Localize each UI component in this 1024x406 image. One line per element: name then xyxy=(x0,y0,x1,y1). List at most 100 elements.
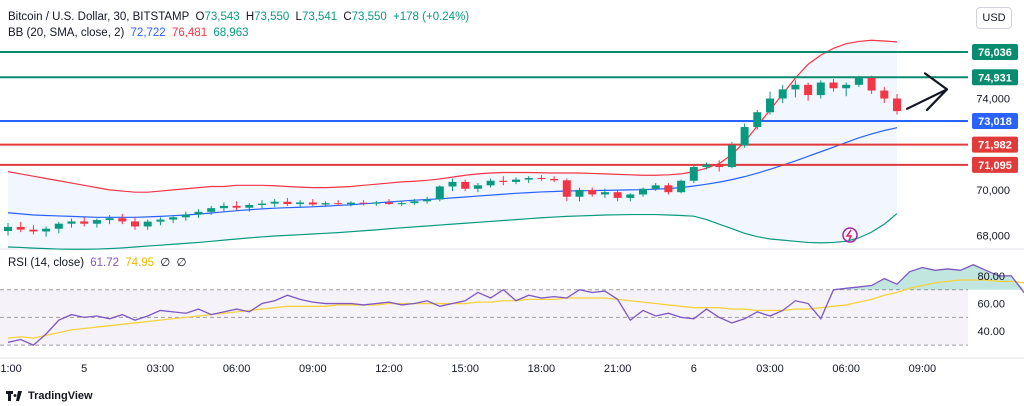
time-tick-label: 06:00 xyxy=(223,363,251,375)
candle-body xyxy=(550,178,559,181)
candle-body xyxy=(727,145,736,168)
candle xyxy=(397,201,406,206)
bb-lower-line xyxy=(7,213,898,250)
lightning-icon-bolt xyxy=(845,229,853,241)
candle xyxy=(270,199,279,208)
time-tick-label: 09:00 xyxy=(909,363,937,375)
bb-label[interactable]: BB (20, SMA, close, 2) xyxy=(8,27,125,39)
close-value: 73,550 xyxy=(351,11,387,23)
candle-body xyxy=(435,186,444,200)
candle xyxy=(29,225,38,235)
candle-body xyxy=(626,194,635,198)
bb-lower-value: 68,963 xyxy=(213,27,249,39)
candle-body xyxy=(816,82,825,96)
candle xyxy=(804,82,813,101)
candle-body xyxy=(143,221,152,227)
bb-basis-value: 72,722 xyxy=(130,27,166,39)
candle-body xyxy=(270,201,279,204)
candle xyxy=(791,80,800,98)
candle xyxy=(842,82,851,97)
candle xyxy=(816,80,825,99)
symbol-title[interactable]: Bitcoin / U.S. Dollar, 30, BITSTAMP xyxy=(8,11,190,23)
candle xyxy=(664,183,673,195)
candle-body xyxy=(80,221,89,224)
candle xyxy=(524,176,533,184)
change-value: +178 (+0.24%) xyxy=(393,11,470,23)
candle xyxy=(181,211,190,221)
candle xyxy=(626,193,635,202)
time-tick-label: 06:00 xyxy=(832,363,860,375)
candle xyxy=(4,223,12,236)
candle xyxy=(512,177,520,185)
candle xyxy=(893,93,901,115)
candle xyxy=(16,221,25,233)
candle-body xyxy=(92,220,101,224)
candle-body xyxy=(410,201,419,204)
candle-body xyxy=(461,181,470,189)
candle-body xyxy=(219,205,228,209)
level-label-bg-3 xyxy=(972,136,1018,153)
high-label: H xyxy=(245,11,255,23)
candle xyxy=(105,215,114,225)
candle xyxy=(308,199,317,206)
candle xyxy=(562,178,571,202)
rsi-label[interactable]: RSI (14, close) xyxy=(8,257,85,269)
candle-body xyxy=(829,82,838,89)
candle-body xyxy=(105,218,114,221)
open-label: O xyxy=(195,11,205,23)
candle-body xyxy=(880,90,889,99)
candle xyxy=(575,187,584,202)
candle-body xyxy=(893,98,901,112)
candle xyxy=(689,164,698,184)
time-tick-label: 18:00 xyxy=(528,363,556,375)
candle-body xyxy=(54,223,63,229)
candle-body xyxy=(385,202,393,205)
bb-fill xyxy=(8,40,897,250)
candle-body xyxy=(613,192,622,198)
candle-body xyxy=(867,77,876,91)
candle xyxy=(499,176,508,186)
rsi-tick-label: 80.00 xyxy=(977,271,1005,283)
candle-body xyxy=(499,180,508,182)
currency-button[interactable]: USD xyxy=(976,7,1012,29)
candle-body xyxy=(804,84,813,96)
candle xyxy=(67,218,76,228)
time-tick-label: 5 xyxy=(81,363,87,375)
open-value: 73,543 xyxy=(204,11,240,23)
level-label-bg-4 xyxy=(972,156,1018,173)
level-label-bg-2 xyxy=(972,112,1018,129)
candle xyxy=(219,202,228,212)
candle xyxy=(194,209,203,218)
candle xyxy=(854,75,863,88)
candle-body xyxy=(486,180,495,186)
rsi-overbought-fill xyxy=(8,264,1024,290)
candle xyxy=(600,188,609,198)
time-tick-label: 03:00 xyxy=(147,363,175,375)
time-tick-label: 21:00 xyxy=(604,363,632,375)
candle xyxy=(118,213,127,225)
price-tick-label: 70,000 xyxy=(976,185,1010,197)
candle xyxy=(613,189,622,202)
bb-upper-line xyxy=(7,39,898,193)
candle-body xyxy=(778,89,787,99)
candle-body xyxy=(740,127,749,146)
candle-body xyxy=(131,221,139,227)
candle-body xyxy=(689,167,698,181)
candle xyxy=(169,215,178,224)
candle xyxy=(80,217,89,227)
time-tick-label: 21:00 xyxy=(0,363,22,375)
candle xyxy=(740,123,749,148)
candle xyxy=(753,109,762,130)
candle-body xyxy=(245,204,254,208)
candle xyxy=(283,197,292,206)
candle-body xyxy=(321,203,330,205)
candle xyxy=(867,75,876,94)
candle xyxy=(588,187,597,197)
candle-body xyxy=(854,77,863,85)
tradingview-logo[interactable]: TradingView xyxy=(6,390,93,402)
candle xyxy=(486,178,495,188)
trend-arrow xyxy=(905,72,949,112)
level-label-bg-0 xyxy=(972,44,1018,61)
candle xyxy=(880,87,889,104)
